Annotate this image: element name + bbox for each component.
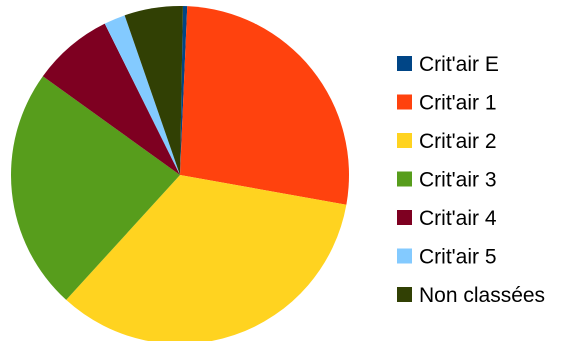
legend-item-crit-air-5: Crit'air 5 bbox=[397, 246, 497, 269]
legend-item-crit-air-4: Crit'air 4 bbox=[397, 207, 497, 230]
legend-label: Crit'air 2 bbox=[419, 130, 497, 153]
legend-swatch bbox=[397, 171, 412, 187]
pie-slice-crit-air-3 bbox=[10, 76, 180, 300]
legend-item-crit-air-1: Crit'air 1 bbox=[397, 92, 497, 115]
pie-slice-crit-air-2 bbox=[66, 175, 347, 341]
legend-item-crit-air-e: Crit'air E bbox=[397, 53, 499, 76]
legend-item-non-class-es: Non classées bbox=[397, 284, 545, 307]
pie-slice-crit-air-4 bbox=[42, 23, 180, 176]
legend-label: Non classées bbox=[419, 284, 545, 307]
legend-label: Crit'air E bbox=[419, 53, 499, 76]
legend-swatch bbox=[397, 133, 412, 148]
legend-label: Crit'air 3 bbox=[419, 169, 497, 192]
pie-slice-non-class-es bbox=[124, 6, 183, 176]
legend-swatch bbox=[397, 94, 412, 110]
legend-label: Crit'air 5 bbox=[419, 246, 497, 269]
legend-label: Crit'air 1 bbox=[419, 92, 497, 115]
legend-swatch bbox=[397, 248, 412, 264]
legend-item-crit-air-3: Crit'air 3 bbox=[397, 169, 497, 192]
legend-item-crit-air-2: Crit'air 2 bbox=[397, 130, 497, 153]
pie-slice-crit-air-1 bbox=[180, 6, 350, 205]
legend-swatch bbox=[397, 56, 412, 71]
pie-slice-crit-air-e bbox=[180, 6, 188, 176]
pie-group bbox=[10, 6, 350, 341]
legend-label: Crit'air 4 bbox=[419, 207, 497, 230]
pie-slice-crit-air-5 bbox=[104, 15, 180, 175]
legend-swatch bbox=[397, 210, 412, 225]
legend-swatch bbox=[397, 287, 412, 302]
legend: Crit'air E Crit'air 1 Crit'air 2 Crit'air 3… bbox=[397, 53, 545, 307]
